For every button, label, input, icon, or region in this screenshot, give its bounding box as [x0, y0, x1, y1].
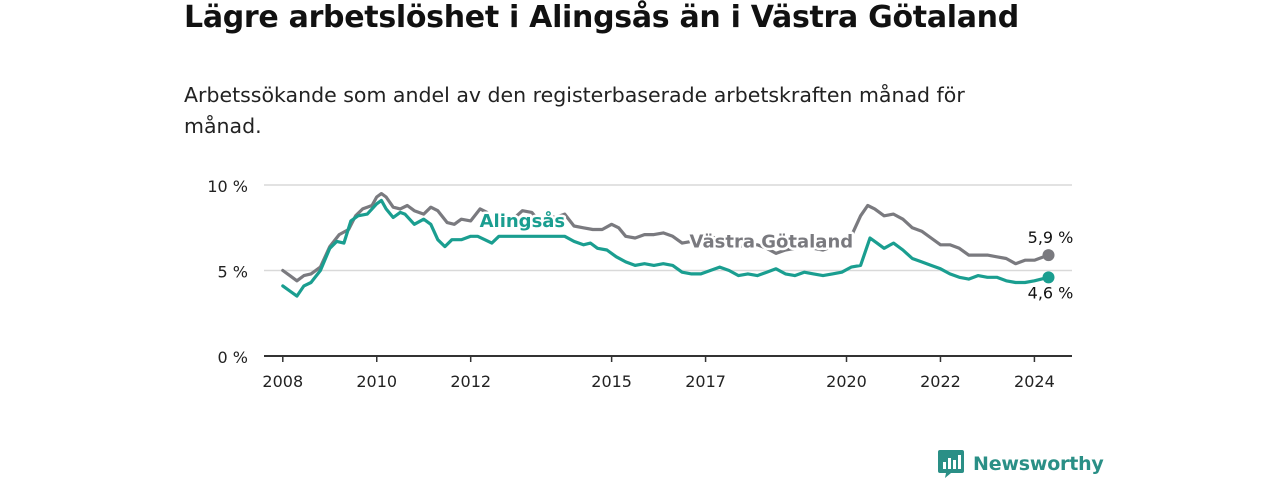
axis-layer: 0 % 5 % 10 % 2008 2010 2012 2015 2017 2020 2022 20… — [207, 177, 1072, 391]
series-line-alingsas — [281, 198, 1051, 298]
x-tick-label: 2015 — [591, 372, 632, 391]
chart-subtitle: Arbetssökande som andel av den registerb… — [184, 83, 965, 138]
y-tick-label: 0 % — [218, 348, 248, 367]
series-line-vastra — [281, 192, 1051, 283]
end-point-alingsas — [1042, 271, 1055, 284]
brand-logo: Newsworthy — [937, 449, 1104, 479]
page-title: Lägre arbetslöshet i Alingsås än i Västr… — [184, 0, 1019, 35]
y-tick-label: 5 % — [218, 263, 248, 282]
x-tick-label: 2022 — [920, 372, 961, 391]
newsworthy-logo-icon — [938, 450, 964, 478]
end-label-vastra: 5,9 % — [1028, 228, 1074, 247]
series-label-vastra: Västra Götaland — [690, 231, 854, 252]
x-tick-label: 2008 — [262, 372, 303, 391]
x-tick-label: 2017 — [685, 372, 726, 391]
series-layer — [281, 192, 1055, 298]
label-layer: Alingsås Västra Götaland 5,9 % 4,6 % — [477, 207, 1074, 302]
brand-name: Newsworthy — [973, 453, 1104, 475]
y-tick-label: 10 % — [207, 177, 248, 196]
grid-layer — [264, 184, 1072, 272]
series-label-alingsas: Alingsås — [480, 210, 566, 232]
x-tick-label: 2012 — [450, 372, 491, 391]
x-tick-label: 2024 — [1014, 372, 1055, 391]
end-label-alingsas: 4,6 % — [1028, 283, 1074, 302]
x-tick-label: 2020 — [826, 372, 867, 391]
x-tick-label: 2010 — [356, 372, 397, 391]
end-point-vastra — [1042, 249, 1055, 262]
